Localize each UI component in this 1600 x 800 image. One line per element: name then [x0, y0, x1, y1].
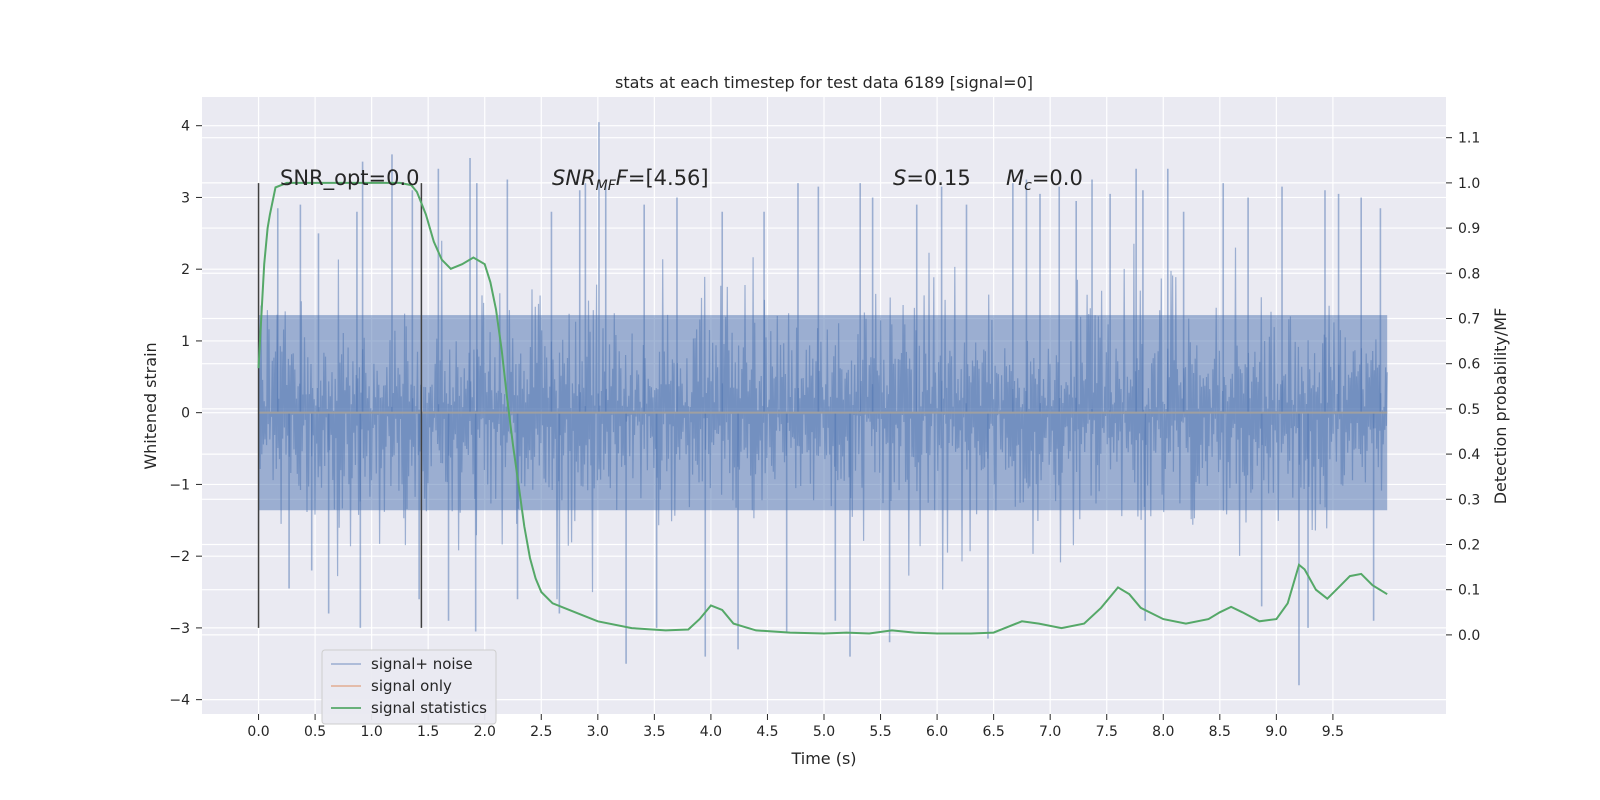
- x-tick-label: 8.0: [1152, 724, 1174, 740]
- x-tick-label: 0.5: [304, 724, 326, 740]
- legend-label-noise: signal+ noise: [371, 655, 473, 673]
- x-tick-label: 9.5: [1322, 724, 1344, 740]
- legend: signal+ noise signal only signal statist…: [321, 649, 497, 725]
- x-tick-label: 3.5: [643, 724, 665, 740]
- chart-title: stats at each timestep for test data 618…: [615, 73, 1033, 92]
- y-right-tick-label: 0.1: [1458, 583, 1480, 599]
- annotation-snr-mf: SNRMFF=[4.56]: [552, 166, 709, 194]
- annotation-mc: Mc=0.0: [1006, 166, 1083, 194]
- y-tick-label: −1: [169, 477, 190, 493]
- annotation-snr-opt: SNR_opt=0.0: [280, 166, 420, 191]
- legend-box: [321, 649, 497, 725]
- y-tick-label: 2: [181, 262, 190, 278]
- x-tick-label: 7.0: [1039, 724, 1061, 740]
- y-tick-label: 4: [181, 119, 190, 135]
- y-right-tick-label: 0.6: [1458, 357, 1480, 373]
- x-tick-label: 3.0: [587, 724, 609, 740]
- y-right-tick-label: 0.0: [1458, 628, 1480, 644]
- x-tick-label: 8.5: [1209, 724, 1231, 740]
- left-axis-label: Whitened strain: [141, 342, 160, 469]
- y-tick-label: 1: [181, 334, 190, 350]
- x-tick-label: 4.0: [700, 724, 722, 740]
- x-tick-label: 1.5: [417, 724, 439, 740]
- right-axis-ticks: 1.1 1.0 0.9 0.8 0.7 0.6 0.5 0.4 0.3 0.2 0.1 0.0: [1446, 131, 1480, 644]
- x-tick-label: 2.5: [530, 724, 552, 740]
- x-tick-label: 7.5: [1096, 724, 1118, 740]
- y-right-tick-label: 0.4: [1458, 447, 1480, 463]
- left-axis-ticks: 4 3 2 1 0 −1 −2 −3 −4: [169, 119, 202, 709]
- y-right-tick-label: 0.3: [1458, 492, 1480, 508]
- y-right-tick-label: 0.9: [1458, 221, 1480, 237]
- y-tick-label: −4: [169, 693, 190, 709]
- x-tick-label: 9.0: [1265, 724, 1287, 740]
- y-tick-label: −2: [169, 549, 190, 565]
- stats-line: [257, 181, 1388, 635]
- stats-series: [257, 181, 1388, 635]
- x-tick-label: 6.5: [983, 724, 1005, 740]
- legend-label-stats: signal statistics: [371, 699, 487, 717]
- x-tick-label: 6.0: [926, 724, 948, 740]
- y-right-tick-label: 0.8: [1458, 266, 1480, 282]
- x-tick-label: 4.5: [756, 724, 778, 740]
- annotation-snr-mf-value: =[4.56]: [628, 166, 709, 190]
- marker-lines: [257, 183, 423, 628]
- x-tick-label: 5.5: [869, 724, 891, 740]
- x-tick-label: 1.0: [361, 724, 383, 740]
- y-tick-label: 0: [181, 406, 190, 422]
- y-right-tick-label: 1.1: [1458, 131, 1480, 147]
- y-right-tick-label: 0.5: [1458, 402, 1480, 418]
- x-axis-label: Time (s): [790, 749, 856, 768]
- annotations: SNR_opt=0.0 SNRMFF=[4.56] S=0.15 Mc=0.0: [280, 166, 1083, 194]
- annotation-s: S=0.15: [893, 166, 971, 190]
- x-axis-ticks: 0.0 0.5 1.0 1.5 2.0 2.5 3.0 3.5 4.0 4.5 5.0 5.5 6.0 6…: [247, 714, 1344, 740]
- legend-label-signal: signal only: [371, 677, 452, 695]
- x-tick-label: 0.0: [247, 724, 269, 740]
- x-tick-label: 5.0: [813, 724, 835, 740]
- y-right-tick-label: 0.2: [1458, 537, 1480, 553]
- right-axis-label: Detection probability/MF: [1491, 308, 1510, 505]
- y-tick-label: −3: [169, 621, 190, 637]
- y-right-tick-label: 0.7: [1458, 311, 1480, 327]
- x-tick-label: 2.0: [474, 724, 496, 740]
- y-tick-label: 3: [181, 190, 190, 206]
- y-right-tick-label: 1.0: [1458, 176, 1480, 192]
